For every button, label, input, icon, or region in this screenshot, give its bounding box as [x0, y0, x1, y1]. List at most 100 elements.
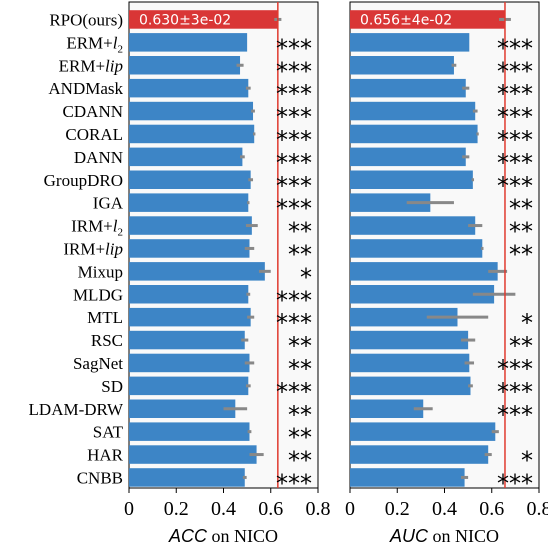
bar	[350, 468, 465, 487]
significance-stars: ***	[497, 172, 533, 200]
category-label: ERM+lip	[59, 56, 123, 75]
category-label: CDANN	[63, 102, 123, 121]
category-label: SAT	[93, 423, 124, 442]
x-tick-label: 0.4	[211, 498, 236, 520]
category-label: SD	[101, 377, 123, 396]
bar	[350, 307, 458, 327]
rpo-bar	[350, 10, 505, 29]
significance-stars: ***	[497, 57, 533, 85]
category-label: RPO(ours)	[49, 10, 123, 29]
bar	[350, 330, 469, 350]
category-label: LDAM-DRW	[29, 400, 124, 419]
bar	[129, 330, 245, 350]
significance-stars: **	[288, 218, 312, 246]
auc-panel: 0.656±4e-02*****************************…	[345, 1, 548, 546]
bar	[129, 216, 252, 235]
x-tick-label: 0.2	[164, 498, 189, 520]
bar	[129, 285, 249, 304]
significance-stars: **	[288, 240, 312, 268]
significance-stars: **	[288, 355, 312, 383]
category-label: ANDMask	[48, 79, 123, 98]
significance-stars: ***	[276, 469, 312, 497]
bar	[350, 124, 478, 144]
x-tick-label: 0.6	[258, 498, 283, 520]
significance-stars: *	[521, 309, 533, 337]
category-label: HAR	[87, 446, 124, 465]
significance-stars: **	[288, 447, 312, 475]
significance-stars: **	[509, 332, 533, 360]
significance-stars: ***	[497, 126, 533, 154]
significance-stars: **	[288, 332, 312, 360]
category-label: IGA	[93, 194, 124, 213]
bar	[350, 33, 470, 52]
significance-stars: ***	[497, 355, 533, 383]
bar	[129, 170, 251, 189]
bar	[350, 399, 424, 418]
bar	[350, 216, 476, 235]
bar	[129, 56, 241, 75]
x-tick-label: 0.8	[527, 498, 548, 520]
significance-stars: **	[288, 424, 312, 452]
significance-stars: **	[509, 195, 533, 223]
bar	[129, 353, 250, 373]
bar	[129, 399, 236, 418]
significance-stars: ***	[276, 172, 312, 200]
x-tick-label: 0	[345, 498, 355, 520]
bar	[350, 422, 496, 441]
x-axis-label: AUC on NICO	[389, 526, 499, 546]
bar	[129, 193, 249, 212]
significance-stars: ***	[497, 80, 533, 108]
x-tick-label: 0.2	[385, 498, 410, 520]
bar	[129, 307, 251, 327]
x-tick-label: 0.4	[432, 498, 457, 520]
category-label: Mixup	[78, 262, 123, 281]
significance-stars: **	[509, 240, 533, 268]
bar	[350, 170, 473, 189]
category-label: ERM+l2	[66, 33, 123, 55]
significance-stars: ***	[497, 378, 533, 406]
bar	[129, 422, 250, 441]
category-label: IRM+l2	[71, 217, 123, 239]
bar	[350, 445, 489, 464]
significance-stars: ***	[276, 309, 312, 337]
significance-stars: **	[509, 218, 533, 246]
x-tick-label: 0.8	[306, 498, 331, 520]
category-label: MTL	[87, 308, 123, 327]
bar	[350, 262, 498, 281]
significance-stars: ***	[497, 34, 533, 62]
significance-stars: ***	[276, 80, 312, 108]
bar	[129, 262, 265, 281]
significance-stars: ***	[276, 195, 312, 223]
bar	[350, 78, 466, 98]
bar	[129, 239, 250, 258]
bar	[350, 147, 466, 167]
significance-stars: ***	[276, 34, 312, 62]
x-axis-label: ACC on NICO	[168, 526, 278, 546]
category-label: RSC	[91, 331, 123, 350]
significance-stars: ***	[497, 103, 533, 131]
category-label: SagNet	[73, 354, 123, 373]
bar	[129, 101, 254, 121]
significance-stars: ***	[276, 126, 312, 154]
acc-panel: 0.630±3e-02*****************************…	[124, 1, 331, 546]
significance-stars: *	[521, 447, 533, 475]
rpo-value-label: 0.656±4e-02	[360, 12, 452, 28]
significance-stars: ***	[497, 469, 533, 497]
bar	[350, 376, 471, 396]
significance-stars: ***	[276, 149, 312, 177]
bar	[129, 468, 245, 487]
category-label: CNBB	[77, 468, 123, 487]
bar	[350, 56, 454, 75]
bar	[129, 78, 249, 98]
bar	[350, 101, 476, 121]
significance-stars: ***	[276, 378, 312, 406]
significance-stars: ***	[276, 286, 312, 314]
category-label: CORAL	[65, 125, 123, 144]
bar	[129, 376, 249, 396]
bar	[350, 193, 431, 212]
category-label: DANN	[74, 148, 123, 167]
rpo-bar	[129, 10, 278, 29]
bar	[350, 239, 483, 258]
